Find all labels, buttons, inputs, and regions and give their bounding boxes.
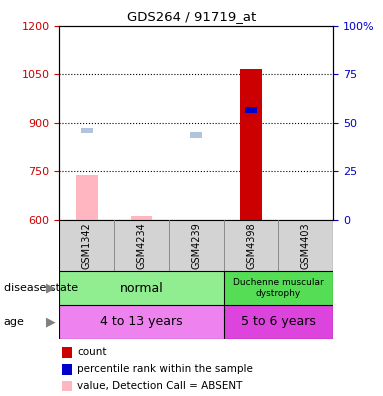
Bar — [224, 220, 278, 271]
Bar — [76, 175, 98, 220]
Text: percentile rank within the sample: percentile rank within the sample — [77, 364, 253, 374]
Bar — [59, 271, 224, 305]
Text: GSM4234: GSM4234 — [136, 222, 147, 269]
Bar — [224, 305, 333, 339]
Bar — [169, 220, 224, 271]
Text: normal: normal — [119, 282, 164, 295]
Text: Duchenne muscular
dystrophy: Duchenne muscular dystrophy — [233, 278, 324, 298]
Text: age: age — [4, 317, 25, 327]
Text: GSM4403: GSM4403 — [301, 222, 311, 269]
Bar — [245, 107, 257, 113]
Text: disease state: disease state — [4, 283, 78, 293]
Bar — [240, 69, 262, 220]
Bar — [278, 220, 333, 271]
Text: ▶: ▶ — [46, 315, 56, 328]
Text: GSM4239: GSM4239 — [191, 222, 201, 269]
Text: 4 to 13 years: 4 to 13 years — [100, 315, 183, 328]
Text: GSM1342: GSM1342 — [82, 222, 92, 269]
Bar — [59, 220, 114, 271]
Text: value, Detection Call = ABSENT: value, Detection Call = ABSENT — [77, 381, 242, 391]
Text: GSM4398: GSM4398 — [246, 222, 256, 269]
Bar — [190, 132, 202, 138]
Bar — [59, 305, 224, 339]
Text: ▶: ▶ — [46, 282, 56, 295]
Bar — [131, 216, 152, 220]
Bar — [62, 347, 72, 358]
Bar — [224, 271, 333, 305]
Text: GDS264 / 91719_at: GDS264 / 91719_at — [127, 10, 256, 23]
Bar — [81, 128, 93, 133]
Text: 5 to 6 years: 5 to 6 years — [241, 315, 316, 328]
Bar — [62, 381, 72, 391]
Text: count: count — [77, 347, 106, 357]
Bar — [114, 220, 169, 271]
Bar — [62, 364, 72, 375]
